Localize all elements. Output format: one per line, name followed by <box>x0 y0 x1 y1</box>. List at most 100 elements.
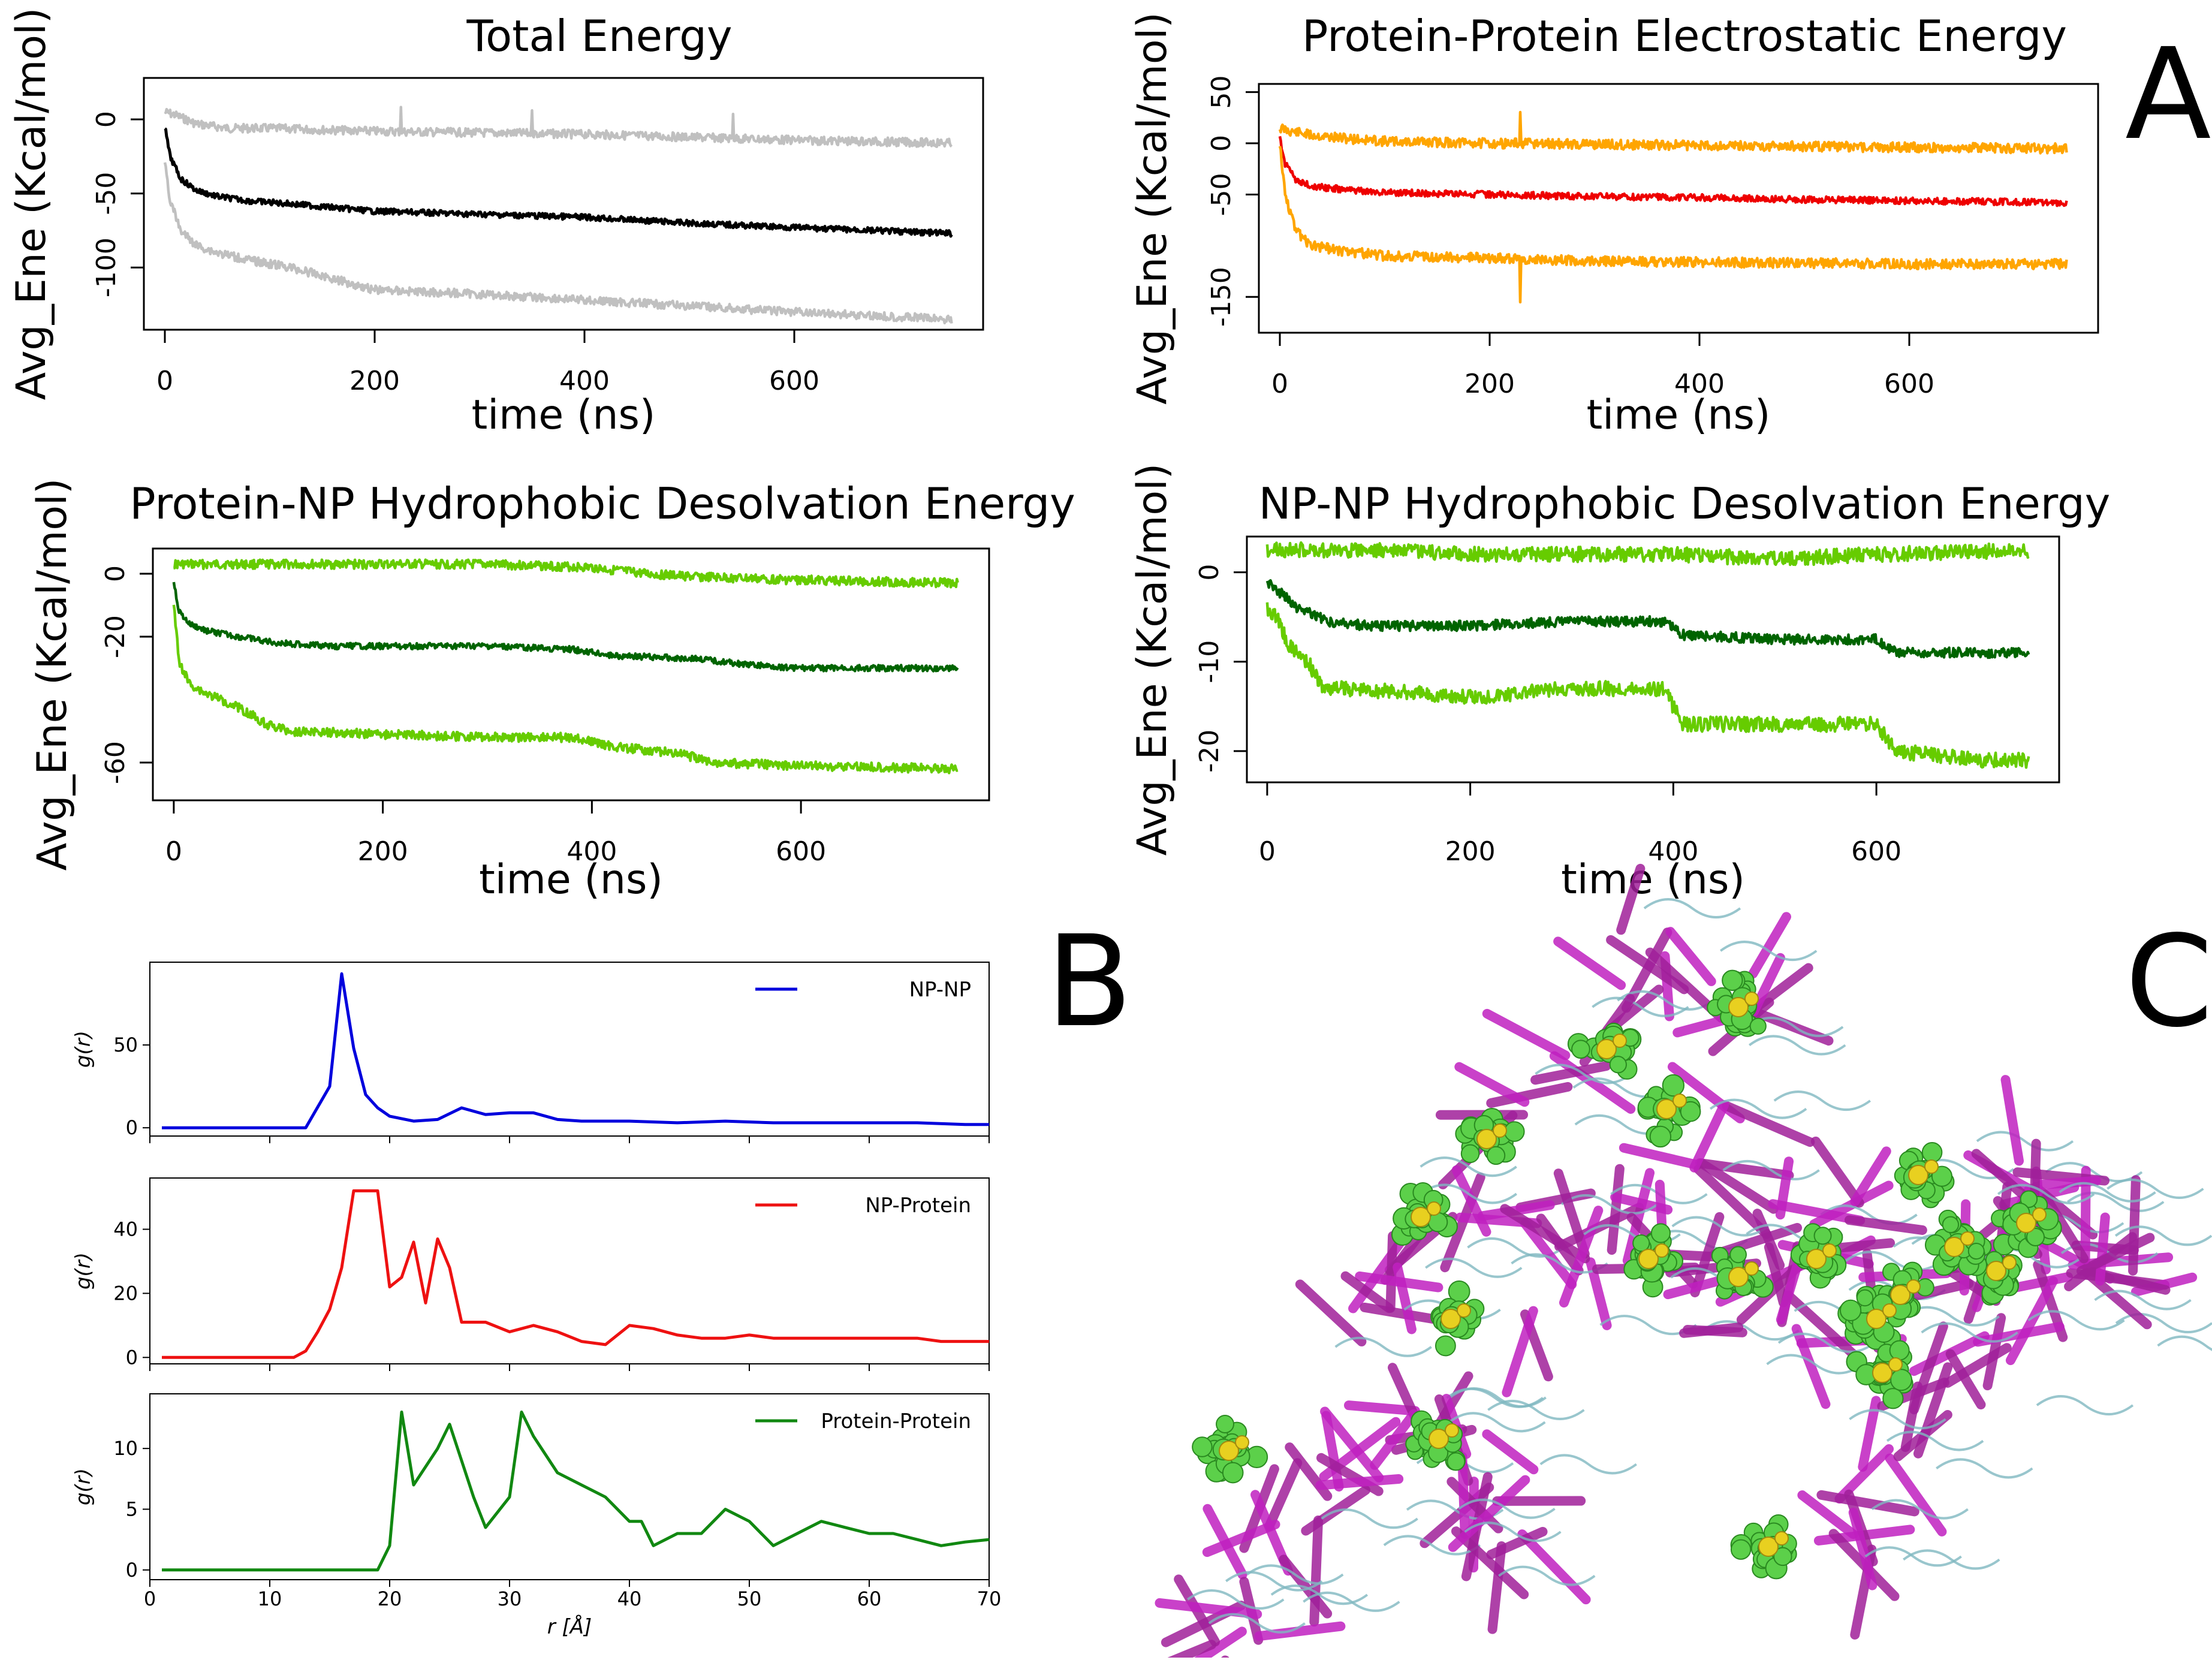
gr-series-line <box>162 1412 989 1569</box>
series-line-lower <box>174 605 958 773</box>
x-axis-label: time (ns) <box>472 391 656 439</box>
x-tick-label: 50 <box>737 1587 762 1610</box>
x-tick-label: 0 <box>1259 836 1276 867</box>
legend-label: NP-NP <box>909 978 971 1002</box>
y-tick-label: 0 <box>100 565 131 582</box>
y-tick-label: -20 <box>1194 730 1225 773</box>
x-tick-label: 200 <box>358 836 408 867</box>
chart-electrostatic-energy: Protein-Protein Electrostatic Energytime… <box>1129 11 2098 439</box>
chart-title: Protein-Protein Electrostatic Energy <box>1302 11 2067 61</box>
panel-label-b: B <box>1046 908 1132 1055</box>
y-tick-label: 0 <box>126 1346 138 1369</box>
protein-domain <box>1914 1281 2133 1414</box>
chart-total-energy: Total Energy time (ns) Avg_Ene (Kcal/mol) 0… <box>8 8 983 439</box>
x-tick-label: 30 <box>498 1587 522 1610</box>
x-tick-label: 0 <box>156 366 173 396</box>
nanoparticle <box>1791 1224 1846 1288</box>
gr-subplot-np-np: 0 50 g(r) NP-NP <box>71 962 989 1143</box>
x-tick-label: 60 <box>857 1587 882 1610</box>
chart-protein-np-desolvation: Protein-NP Hydrophobic Desolvation Energ… <box>29 478 1075 903</box>
series-line-upper <box>1280 112 2067 153</box>
x-tick-label: 20 <box>378 1587 402 1610</box>
y-tick-label: 50 <box>113 1034 138 1056</box>
legend-label: NP-Protein <box>865 1194 971 1218</box>
y-tick-label: -50 <box>1206 173 1237 216</box>
chart-title: NP-NP Hydrophobic Desolvation Energy <box>1259 478 2111 529</box>
x-tick-label: 200 <box>349 366 400 396</box>
y-tick-label: -10 <box>1194 640 1225 683</box>
protein-domain <box>1802 1495 1999 1635</box>
y-axis-label: Avg_Ene (Kcal/mol) <box>1129 463 1176 856</box>
protein-domain <box>1143 1579 1367 1658</box>
y-axis-label: Avg_Ene (Kcal/mol) <box>29 478 76 871</box>
y-tick-label: -150 <box>1206 267 1237 327</box>
x-tick-label: 600 <box>1884 369 1934 399</box>
x-tick-label: 0 <box>1271 369 1288 399</box>
x-tick-label: 200 <box>1445 836 1496 867</box>
y-axis-label: Avg_Ene (Kcal/mol) <box>8 8 55 400</box>
x-tick-label: 400 <box>1674 369 1725 399</box>
series-line-upper <box>165 107 952 147</box>
x-tick-label: 400 <box>559 366 610 396</box>
y-tick-label: 20 <box>113 1282 138 1304</box>
y-tick-label: 5 <box>126 1498 138 1520</box>
x-tick-label: 10 <box>258 1587 282 1610</box>
nanoparticle <box>1895 1143 1954 1207</box>
plot-frame <box>1259 84 2098 333</box>
series-line-lower <box>1280 146 2067 302</box>
y-tick-label: -60 <box>100 741 131 784</box>
y-axis-label: g(r) <box>71 1252 95 1290</box>
chart-radial-distribution: 0 50 g(r) NP-NP 0 20 40 g(r) NP-Protein 0 5 10 g(r) P… <box>71 962 1001 1639</box>
chart-title: Protein-NP Hydrophobic Desolvation Energ… <box>129 478 1075 529</box>
chart-np-np-desolvation: NP-NP Hydrophobic Desolvation Energytime… <box>1129 463 2110 903</box>
nanoparticle <box>1392 1183 1457 1245</box>
protein-np-assembly-illustration <box>1143 869 2212 1658</box>
series-line-lower <box>165 162 952 324</box>
legend-label: Protein-Protein <box>821 1409 971 1433</box>
y-tick-label: 40 <box>113 1218 138 1241</box>
nanoparticle <box>1712 1246 1773 1299</box>
y-tick-label: 50 <box>1206 76 1237 109</box>
y-tick-label: 0 <box>1206 135 1237 152</box>
panel-label-a: A <box>2125 21 2211 168</box>
x-axis-label: r [Å] <box>547 1614 592 1639</box>
x-tick-label: 0 <box>165 836 182 867</box>
series-line-mean <box>165 128 952 236</box>
gr-subplot-protein-protein: 0 5 10 g(r) Protein-Protein <box>71 1394 989 1587</box>
y-tick-label: -20 <box>100 615 131 658</box>
x-tick-label: 600 <box>776 836 826 867</box>
x-tick-label: 400 <box>566 836 617 867</box>
y-tick-label: -50 <box>91 172 122 215</box>
nanoparticle <box>1192 1415 1267 1483</box>
panel-label-c: C <box>2125 908 2212 1055</box>
nanoparticle <box>1431 1281 1484 1355</box>
x-tick-label: 400 <box>1648 836 1698 867</box>
x-tick-label: 600 <box>1851 836 1901 867</box>
series-line-upper <box>1267 543 2029 565</box>
y-tick-label: 10 <box>113 1437 138 1460</box>
x-tick-label: 70 <box>977 1587 1002 1610</box>
gr-subplot-np-protein: 0 20 40 g(r) NP-Protein <box>71 1178 989 1371</box>
series-line-mean <box>174 582 958 671</box>
y-axis-label: g(r) <box>71 1031 95 1068</box>
y-tick-label: 0 <box>91 111 122 128</box>
y-axis-label: g(r) <box>71 1468 95 1505</box>
y-axis-label: Avg_Ene (Kcal/mol) <box>1129 12 1176 405</box>
y-tick-label: 0 <box>126 1116 138 1139</box>
chart-title: Total Energy <box>466 11 732 61</box>
y-tick-label: -100 <box>91 237 122 297</box>
subplot-frame <box>150 962 989 1136</box>
nanoparticle <box>1925 1210 1985 1275</box>
x-tick-label: 40 <box>617 1587 642 1610</box>
x-tick-label: 200 <box>1464 369 1515 399</box>
plot-frame <box>1247 537 2059 782</box>
series-line-mean <box>1267 580 2029 658</box>
gr-series-line <box>162 974 989 1128</box>
y-tick-label: 0 <box>126 1559 138 1581</box>
x-tick-label: 600 <box>769 366 819 396</box>
nanoparticle <box>1731 1515 1797 1578</box>
y-tick-label: 0 <box>1194 564 1225 581</box>
x-tick-label: 0 <box>144 1587 156 1610</box>
series-line-upper <box>174 560 958 588</box>
